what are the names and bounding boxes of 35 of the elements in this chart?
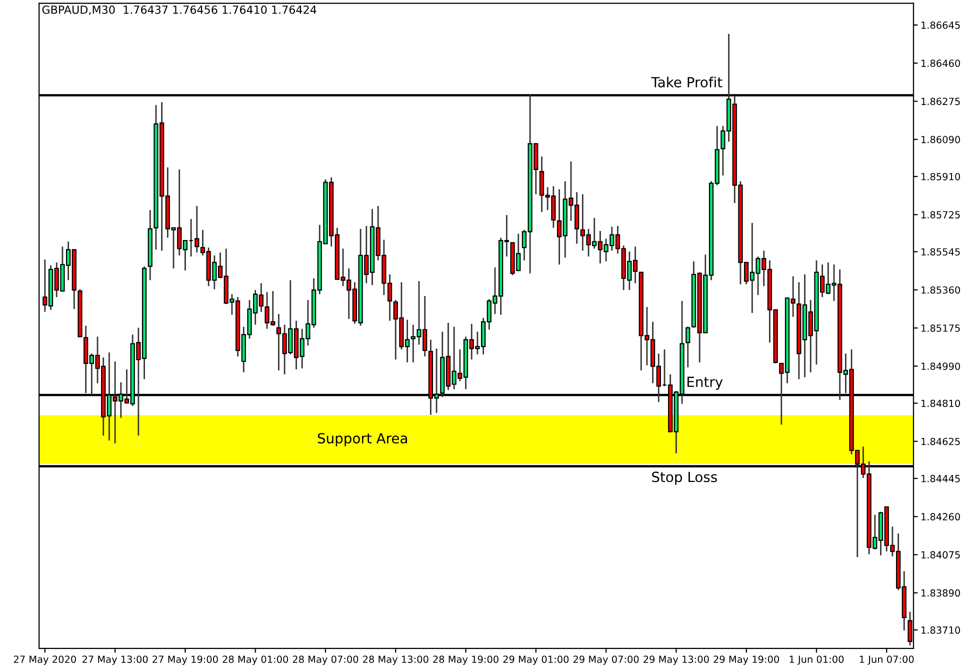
- x-tick-label: 29 May 19:00: [714, 656, 780, 665]
- ref-line-label: Stop Loss: [652, 472, 717, 485]
- y-tick-label: 1.86645: [922, 21, 960, 29]
- y-tick-label: 1.86090: [922, 136, 960, 144]
- chart-title: GBPAUD,M30 1.76437 1.76456 1.76410 1.76424: [42, 5, 316, 16]
- x-tick-label: 28 May 07:00: [292, 656, 358, 665]
- ref-line-label: Entry: [688, 376, 723, 390]
- y-tick-label: 1.86460: [922, 60, 960, 67]
- x-tick-label: 27 May 2020: [14, 656, 76, 665]
- y-tick-label: 1.83890: [922, 589, 960, 597]
- x-tick-label: 1 Jun 07:00: [860, 656, 914, 665]
- y-tick-label: 1.84260: [922, 513, 960, 520]
- y-tick-label: 1.84990: [922, 362, 960, 370]
- x-tick-label: 1 Jun 01:00: [790, 656, 844, 665]
- y-tick-label: 1.85725: [922, 211, 960, 218]
- x-tick-label: 27 May 19:00: [152, 656, 218, 665]
- y-tick-label: 1.84625: [922, 438, 960, 446]
- y-tick-label: 1.85360: [922, 286, 960, 294]
- y-tick-label: 1.86275: [922, 98, 960, 106]
- y-tick-label: 1.85175: [922, 324, 960, 332]
- x-tick-label: 28 May 13:00: [363, 656, 428, 665]
- x-tick-label: 29 May 01:00: [503, 656, 569, 665]
- y-tick-label: 1.85910: [922, 172, 960, 180]
- x-tick-label: 28 May 19:00: [433, 656, 498, 665]
- ref-line-label: Take Profit: [651, 76, 722, 88]
- band-label: Support Area: [318, 433, 407, 446]
- x-tick-label: 29 May 13:00: [644, 656, 709, 665]
- x-tick-label: 29 May 07:00: [573, 656, 639, 665]
- y-tick-label: 1.85545: [922, 248, 960, 256]
- y-tick-label: 1.83710: [922, 626, 960, 634]
- y-tick-label: 1.84810: [922, 400, 960, 408]
- y-tick-label: 1.84075: [922, 551, 960, 559]
- x-tick-label: 27 May 13:00: [82, 656, 148, 665]
- y-tick-label: 1.84445: [922, 474, 960, 482]
- x-tick-label: 28 May 01:00: [222, 656, 288, 665]
